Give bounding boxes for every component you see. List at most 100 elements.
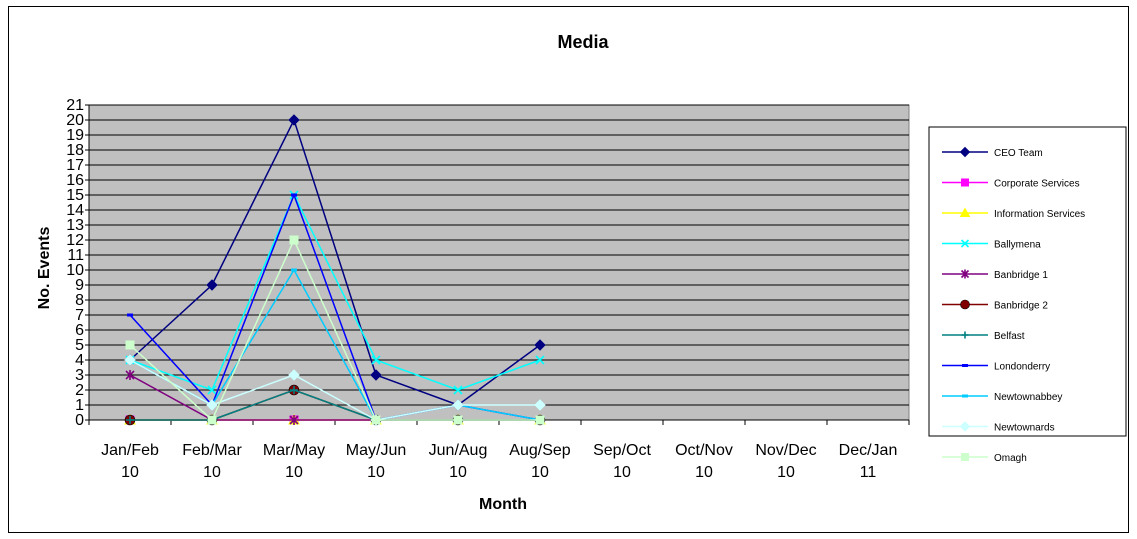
data-point xyxy=(960,239,970,248)
y-tick-label: 0 xyxy=(75,412,84,429)
y-tick-label: 10 xyxy=(66,262,84,279)
data-point xyxy=(453,385,463,395)
series-group xyxy=(124,114,546,426)
y-tick-label: 13 xyxy=(66,217,84,234)
legend-label: Banbridge 2 xyxy=(994,301,1048,312)
data-point xyxy=(962,364,968,367)
series-line xyxy=(129,359,540,421)
data-point xyxy=(206,399,218,411)
data-point xyxy=(289,235,299,245)
legend-item: Newtownards xyxy=(942,421,1055,434)
legend-item: Omagh xyxy=(942,453,1027,464)
legend-label: Corporate Services xyxy=(994,179,1080,190)
legend-label: CEO Team xyxy=(994,148,1043,159)
data-point xyxy=(207,415,217,425)
data-point xyxy=(534,399,546,411)
y-tick-label: 1 xyxy=(75,397,84,414)
series-omagh xyxy=(125,235,545,425)
legend-item: Corporate Services xyxy=(942,178,1080,190)
legend: CEO Team Corporate Services Information Se… xyxy=(928,126,1127,464)
legend-label: Banbridge 1 xyxy=(994,270,1048,281)
y-tick-label: 12 xyxy=(66,232,84,249)
y-tick-label: 20 xyxy=(66,112,84,129)
plot-area xyxy=(88,104,910,425)
y-tick-label: 21 xyxy=(66,97,84,114)
legend-item: Londonderry xyxy=(942,362,1050,373)
data-point xyxy=(371,355,381,365)
data-point xyxy=(291,268,297,272)
y-tick-label: 19 xyxy=(66,127,84,144)
data-point xyxy=(959,421,971,432)
y-tick-label: 11 xyxy=(67,247,84,264)
y-tick-label: 2 xyxy=(75,382,84,399)
y-tick-label: 14 xyxy=(66,202,84,219)
data-point xyxy=(961,331,969,339)
data-point xyxy=(453,415,463,425)
y-tick-label: 6 xyxy=(75,322,84,339)
x-tick-label: Sep/Oct 10 xyxy=(593,442,651,481)
y-tick-label: 16 xyxy=(66,172,84,189)
x-tick-label: Nov/Dec 10 xyxy=(755,442,816,481)
data-point xyxy=(291,193,297,197)
data-point xyxy=(124,354,136,366)
y-tick-label: 17 xyxy=(66,157,84,174)
plot-background xyxy=(88,104,910,421)
legend-item: CEO Team xyxy=(942,146,1043,159)
series-line xyxy=(129,238,540,422)
x-tick-label: Oct/Nov 10 xyxy=(675,442,733,481)
chart-frame xyxy=(8,6,1129,533)
legend-label: Information Services xyxy=(994,209,1085,220)
series-line xyxy=(129,193,541,391)
y-axis-title: No. Events xyxy=(36,227,53,310)
data-point xyxy=(207,385,217,395)
data-point xyxy=(959,146,971,158)
legend-item: Banbridge 2 xyxy=(942,299,1048,312)
x-tick-label: May/Jun 10 xyxy=(346,442,406,481)
y-tick-label: 3 xyxy=(75,367,84,384)
data-point xyxy=(125,370,135,380)
legend-label: Newtownabbey xyxy=(994,392,1062,403)
legend-item: Newtownabbey xyxy=(942,392,1062,403)
y-tick-label: 4 xyxy=(75,352,84,369)
x-tick-label: Jan/Feb 10 xyxy=(101,442,159,481)
x-axis-ticks: Jan/Feb 10 Feb/Mar 10 Mar/May 10 May/Jun 10 Jun/… xyxy=(101,442,897,481)
legend-label: Ballymena xyxy=(994,240,1041,251)
data-point xyxy=(452,399,464,411)
data-point xyxy=(370,369,382,381)
data-point xyxy=(960,299,970,310)
x-tick-label: Aug/Sep 10 xyxy=(509,442,570,481)
data-point xyxy=(534,339,546,351)
legend-label: Omagh xyxy=(994,453,1027,464)
data-point xyxy=(288,369,300,381)
legend-label: Newtownards xyxy=(994,423,1055,434)
legend-item: Ballymena xyxy=(942,239,1041,251)
y-tick-label: 5 xyxy=(75,337,84,354)
y-tick-label: 9 xyxy=(75,277,84,294)
data-point xyxy=(535,355,545,365)
data-point xyxy=(535,415,545,425)
series-line xyxy=(129,118,541,406)
legend-label: Belfast xyxy=(994,331,1025,342)
data-point xyxy=(961,453,969,461)
data-point xyxy=(959,207,971,217)
data-point xyxy=(290,386,298,394)
data-point xyxy=(960,269,970,279)
y-tick-label: 18 xyxy=(66,142,84,159)
x-tick-label: Mar/May 10 xyxy=(263,442,325,481)
data-point xyxy=(289,415,299,425)
x-tick-label: Jun/Aug 10 xyxy=(429,442,488,481)
data-point xyxy=(288,114,300,126)
data-point xyxy=(206,279,218,291)
data-point xyxy=(126,416,134,424)
y-tick-label: 15 xyxy=(66,187,84,204)
legend-item: Belfast xyxy=(942,331,1025,342)
data-point xyxy=(962,394,968,398)
x-tick-label: Dec/Jan 11 xyxy=(839,442,898,481)
data-point xyxy=(371,415,381,425)
data-point xyxy=(127,313,133,317)
y-tick-label: 7 xyxy=(75,307,84,324)
legend-item: Information Services xyxy=(942,207,1085,220)
